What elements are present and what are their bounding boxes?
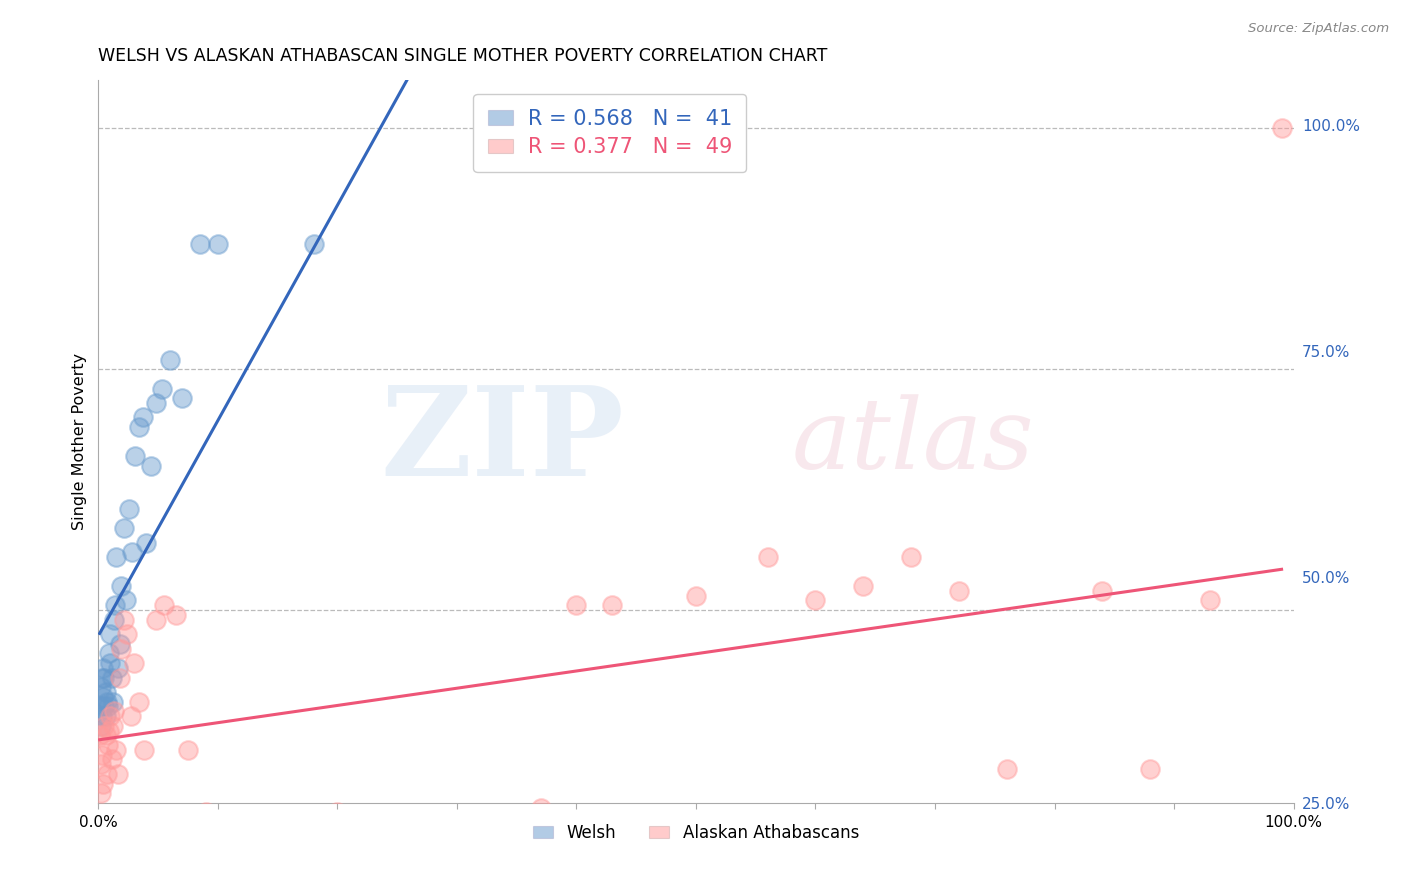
Point xyxy=(219,844,242,858)
Point xyxy=(98,627,122,641)
Point xyxy=(104,599,127,613)
Point xyxy=(120,709,142,723)
Point xyxy=(91,747,114,762)
Point xyxy=(97,699,120,714)
Point xyxy=(98,723,121,738)
Point xyxy=(110,641,132,656)
Point xyxy=(98,709,122,723)
Point xyxy=(188,237,211,252)
Point xyxy=(124,449,146,463)
Point xyxy=(900,550,922,565)
Point xyxy=(948,583,970,598)
Point xyxy=(118,502,141,516)
Point xyxy=(96,767,118,781)
Point xyxy=(852,579,875,593)
Point xyxy=(565,599,588,613)
Point xyxy=(94,728,117,742)
Text: WELSH VS ALASKAN ATHABASCAN SINGLE MOTHER POVERTY CORRELATION CHART: WELSH VS ALASKAN ATHABASCAN SINGLE MOTHE… xyxy=(98,47,828,65)
Point xyxy=(90,757,112,772)
Point xyxy=(103,613,125,627)
Point xyxy=(105,550,128,565)
Point xyxy=(278,858,301,872)
Point xyxy=(91,709,114,723)
Point xyxy=(132,743,155,757)
Point xyxy=(89,728,111,742)
Point xyxy=(115,627,138,641)
Point xyxy=(101,719,124,733)
Point xyxy=(90,680,112,694)
Y-axis label: Single Mother Poverty: Single Mother Poverty xyxy=(72,353,87,530)
Point xyxy=(112,521,135,535)
Point xyxy=(494,121,516,136)
Point xyxy=(91,776,114,790)
Point xyxy=(98,656,122,670)
Text: atlas: atlas xyxy=(792,394,1035,489)
Legend: Welsh, Alaskan Athabascans: Welsh, Alaskan Athabascans xyxy=(526,817,866,848)
Point xyxy=(100,752,122,766)
Point xyxy=(150,382,173,396)
Point xyxy=(128,695,150,709)
Point xyxy=(89,699,111,714)
Point xyxy=(107,661,129,675)
Point xyxy=(105,743,128,757)
Point xyxy=(94,709,117,723)
Point xyxy=(93,671,115,685)
Point xyxy=(131,410,153,425)
Point xyxy=(110,579,132,593)
Point xyxy=(804,593,827,607)
Point xyxy=(101,695,124,709)
Point xyxy=(207,237,229,252)
Point xyxy=(602,599,624,613)
Point xyxy=(165,607,187,622)
Point xyxy=(96,695,118,709)
Point xyxy=(90,786,112,800)
Point xyxy=(115,593,138,607)
Point xyxy=(145,396,167,410)
Point xyxy=(243,839,266,854)
Point xyxy=(100,671,122,685)
Point xyxy=(91,690,114,704)
Point xyxy=(195,805,218,820)
Point xyxy=(128,420,150,434)
Point xyxy=(159,352,181,367)
Point xyxy=(108,671,131,685)
Point xyxy=(93,719,115,733)
Point xyxy=(153,599,176,613)
Point xyxy=(91,661,114,675)
Point xyxy=(124,656,146,670)
Point xyxy=(995,762,1018,776)
Point xyxy=(93,699,115,714)
Point xyxy=(138,810,160,824)
Point xyxy=(107,767,129,781)
Point xyxy=(177,743,200,757)
Point xyxy=(112,613,135,627)
Point xyxy=(97,738,120,752)
Point xyxy=(530,800,553,814)
Point xyxy=(1091,583,1114,598)
Point xyxy=(326,805,349,820)
Point xyxy=(1271,121,1294,136)
Point xyxy=(90,719,112,733)
Point xyxy=(98,647,121,661)
Text: Source: ZipAtlas.com: Source: ZipAtlas.com xyxy=(1249,22,1389,36)
Point xyxy=(302,237,325,252)
Point xyxy=(1199,593,1222,607)
Point xyxy=(103,704,125,718)
Point xyxy=(91,671,114,685)
Point xyxy=(1139,762,1161,776)
Text: ZIP: ZIP xyxy=(381,381,624,502)
Point xyxy=(135,535,157,549)
Point xyxy=(756,550,779,565)
Point xyxy=(94,685,117,699)
Point xyxy=(172,391,194,405)
Point xyxy=(145,613,167,627)
Point xyxy=(121,545,143,559)
Point xyxy=(685,589,707,603)
Point xyxy=(139,458,162,473)
Point xyxy=(108,637,131,651)
